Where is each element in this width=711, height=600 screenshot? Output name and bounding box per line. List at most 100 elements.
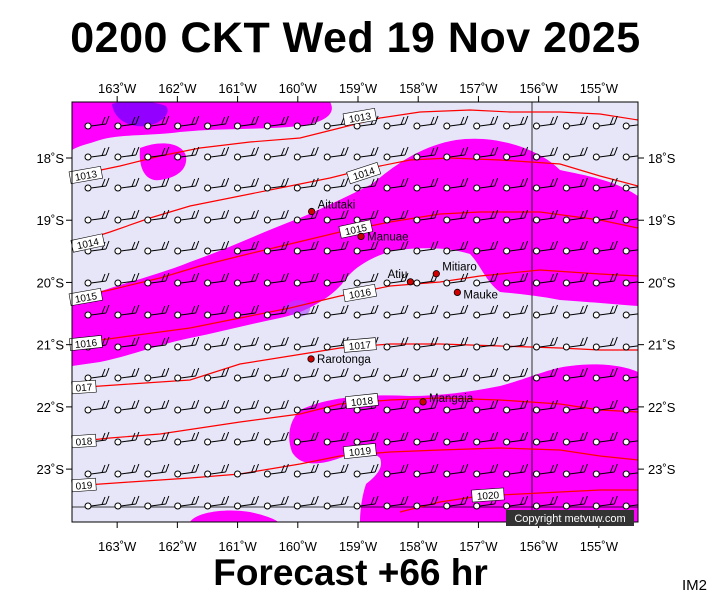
- wind-barb: [84, 115, 110, 130]
- wind-barb: [503, 495, 529, 510]
- lon-tick-label-bottom: 159˚W: [339, 539, 378, 554]
- wind-barb: [144, 146, 170, 161]
- wind-barb: [443, 177, 469, 192]
- wind-barb: [293, 272, 319, 287]
- lat-tick-label-right: 21˚S: [648, 338, 676, 353]
- wind-barb: [383, 463, 409, 478]
- wind-barb: [144, 367, 170, 382]
- wind-barb: [263, 399, 289, 414]
- place-markers: Aitutaki Manuae Mitiaro Atiu Mauke Rarotonga M…: [307, 200, 498, 406]
- lat-tick-label-right: 23˚S: [648, 462, 676, 477]
- wind-barb: [443, 367, 469, 382]
- wind-barb: [204, 115, 230, 130]
- wind-barb: [323, 272, 349, 287]
- lon-tick-label-top: 161˚W: [218, 81, 257, 96]
- rain-patch-south: [190, 510, 278, 522]
- wind-barb: [353, 272, 379, 287]
- wind-barb: [413, 240, 439, 255]
- wind-barb: [174, 177, 200, 192]
- wind-barb: [144, 304, 170, 319]
- wind-barb: [592, 115, 618, 130]
- wind-barb: [473, 463, 499, 478]
- lon-tick-label-bottom: 162˚W: [158, 539, 197, 554]
- lat-tick-label-right: 19˚S: [648, 213, 676, 228]
- wind-barb: [383, 495, 409, 510]
- wind-barb: [114, 272, 140, 287]
- wind-barb: [533, 495, 558, 510]
- wind-barb: [622, 343, 638, 351]
- wind-barb: [503, 240, 529, 255]
- place-label: Aitutaki: [318, 200, 356, 212]
- wind-barb: [293, 431, 319, 446]
- wind-barb: [144, 209, 170, 224]
- wind-barb: [443, 209, 469, 224]
- wind-barb: [263, 304, 289, 319]
- wind-barb: [592, 399, 618, 414]
- wind-barb: [533, 115, 558, 130]
- wind-barb: [443, 304, 469, 319]
- wind-barb: [383, 240, 409, 255]
- lon-tick-label-top: 158˚W: [399, 81, 438, 96]
- place-label: Atiu: [388, 269, 408, 281]
- lat-tick-label-right: 22˚S: [648, 400, 676, 415]
- wind-barb: [503, 336, 529, 351]
- wind-barb: [503, 463, 529, 478]
- wind-barb: [383, 209, 409, 224]
- wind-barb: [533, 146, 558, 161]
- wind-barb: [443, 115, 469, 130]
- wind-barb: [293, 304, 319, 319]
- wind-barb: [114, 304, 140, 319]
- wind-barb: [293, 209, 319, 224]
- wind-barb: [533, 240, 558, 255]
- wind-barb: [473, 209, 499, 224]
- wind-barb: [114, 209, 140, 224]
- wind-barb: [413, 209, 439, 224]
- wind-barb: [353, 495, 379, 510]
- wind-barb: [204, 209, 230, 224]
- wind-barb: [174, 336, 200, 351]
- wind-barb: [114, 115, 140, 130]
- lon-tick-label-top: 157˚W: [459, 81, 498, 96]
- isobar-label: 017: [75, 382, 93, 394]
- rain-heavy-spot: [112, 102, 168, 127]
- wind-barb: [622, 470, 638, 478]
- wind-barb: [443, 399, 469, 414]
- wind-barb: [84, 209, 110, 224]
- wind-barb: [592, 304, 618, 319]
- lon-tick-label-bottom: 160˚W: [279, 539, 318, 554]
- wind-barb: [353, 463, 379, 478]
- wind-barb: [533, 336, 558, 351]
- wind-barb: [443, 272, 469, 287]
- wind-barb: [353, 146, 379, 161]
- wind-barbs: [84, 115, 638, 510]
- wind-barb: [473, 336, 499, 351]
- lon-tick-label-top: 163˚W: [98, 81, 137, 96]
- isobar-1018: [72, 397, 638, 443]
- wind-barb: [144, 240, 170, 255]
- wind-barb: [413, 367, 439, 382]
- wind-barb: [592, 336, 618, 351]
- wind-barb: [263, 177, 289, 192]
- wind-barb: [293, 367, 319, 382]
- lon-tick-label-top: 160˚W: [279, 81, 318, 96]
- wind-barb: [413, 177, 439, 192]
- wind-barb: [592, 463, 618, 478]
- lat-tick-label-left: 20˚S: [37, 275, 65, 290]
- wind-barb: [204, 463, 230, 478]
- wind-barb: [323, 495, 349, 510]
- wind-barb: [234, 431, 259, 446]
- wind-barb: [263, 240, 289, 255]
- wind-barb: [323, 146, 349, 161]
- isobar-label: 1014: [76, 237, 100, 252]
- wind-barb: [592, 240, 618, 255]
- wind-barb: [473, 240, 499, 255]
- wind-barb: [413, 115, 439, 130]
- wind-barb: [622, 311, 638, 319]
- wind-barb: [562, 115, 588, 130]
- wind-barb: [234, 367, 259, 382]
- wind-barb: [443, 336, 469, 351]
- place-label: Rarotonga: [317, 354, 371, 366]
- wind-barb: [562, 209, 588, 224]
- wind-barb: [622, 406, 638, 414]
